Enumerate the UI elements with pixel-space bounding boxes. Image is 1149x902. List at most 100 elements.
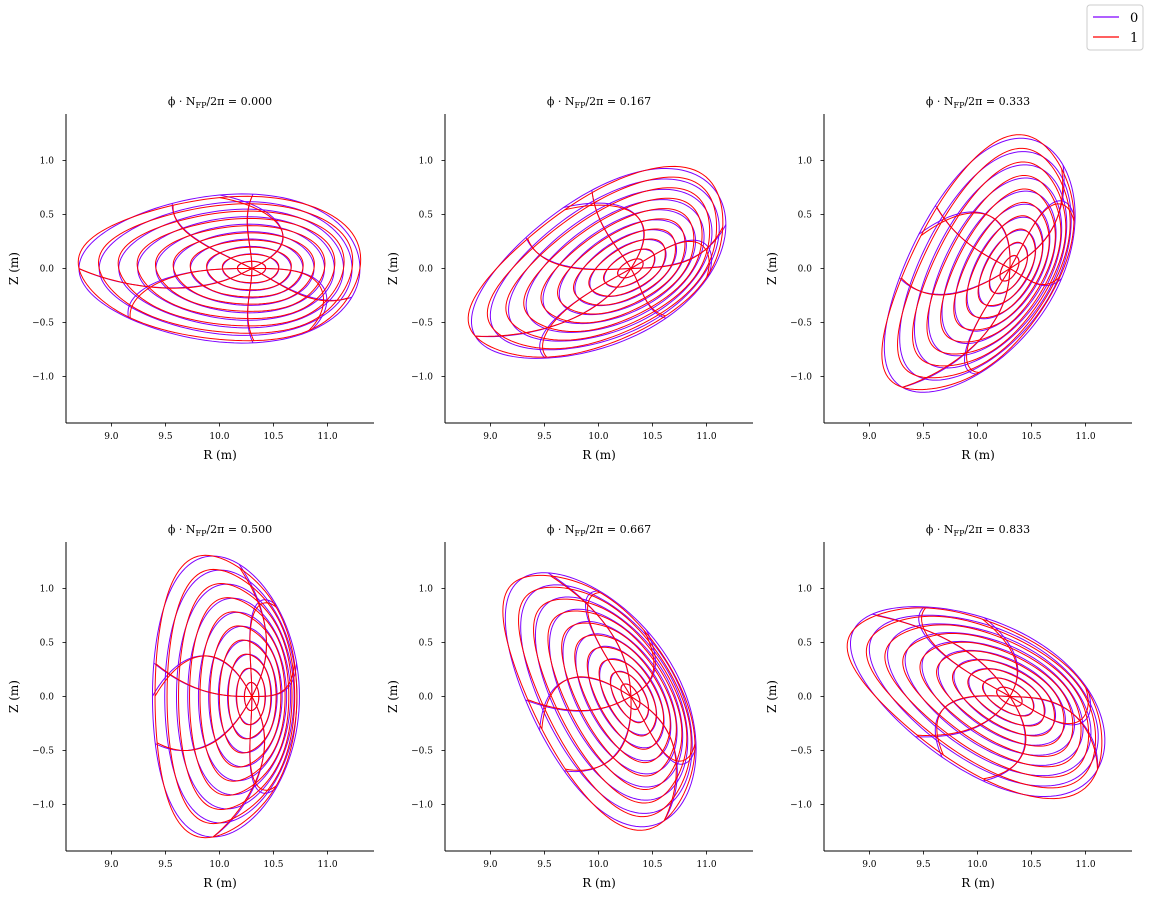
y-tick-label: 0.0 xyxy=(419,265,434,275)
y-tick-label: 1.0 xyxy=(419,156,434,166)
flux-surface xyxy=(897,147,1071,379)
x-tick-label: 9.5 xyxy=(158,432,173,442)
x-tick-label: 10.0 xyxy=(588,860,608,870)
y-tick-label: 0.0 xyxy=(40,693,55,703)
y-tick-label: 0.0 xyxy=(40,265,55,275)
x-tick-label: 10.5 xyxy=(642,860,662,870)
series-1 xyxy=(154,554,298,839)
panel-title-subscript: FP xyxy=(196,529,208,538)
panel-title-subscript: FP xyxy=(196,101,208,110)
flux-surface xyxy=(953,201,1050,331)
theta-line xyxy=(902,268,1011,388)
y-tick-label: 0.5 xyxy=(419,638,434,648)
theta-line xyxy=(249,602,277,697)
y-axis-label: Z (m) xyxy=(386,252,400,285)
x-tick-label: 10.0 xyxy=(967,432,987,442)
theta-line xyxy=(129,268,252,318)
x-tick-label: 10.0 xyxy=(209,860,229,870)
y-axis-label: Z (m) xyxy=(386,680,400,713)
flux-surface xyxy=(502,574,696,831)
x-tick-label: 10.0 xyxy=(209,432,229,442)
theta-line xyxy=(630,268,666,317)
flux-surface xyxy=(486,176,718,350)
y-tick-label: −0.5 xyxy=(32,747,54,757)
legend-label: 0 xyxy=(1130,11,1138,26)
panel-title-suffix: /2π = 0.167 xyxy=(585,95,651,108)
y-tick-label: −0.5 xyxy=(411,747,433,757)
theta-line xyxy=(541,676,632,730)
flux-surface xyxy=(912,161,1067,367)
flux-surface xyxy=(926,175,1062,355)
x-tick-label: 10.5 xyxy=(263,432,283,442)
theta-line xyxy=(983,696,1027,780)
theta-line xyxy=(527,238,631,271)
panel-title: ϕ · NFP/2π = 0.833 xyxy=(926,523,1030,538)
flux-surface xyxy=(599,658,658,736)
panel-title-subscript: FP xyxy=(954,101,966,110)
y-tick-label: 1.0 xyxy=(40,584,55,594)
series-1 xyxy=(467,165,724,358)
flux-surface xyxy=(206,246,292,291)
x-tick-label: 10.5 xyxy=(1021,860,1041,870)
theta-line xyxy=(966,268,1011,373)
panel-title-prefix: ϕ · N xyxy=(168,523,196,536)
y-tick-label: 0.0 xyxy=(798,693,813,703)
x-axis-label: R (m) xyxy=(582,448,616,462)
theta-line xyxy=(156,696,253,752)
flux-surface xyxy=(881,134,1075,391)
flux-surface xyxy=(978,229,1037,307)
legend-frame xyxy=(1086,4,1144,51)
y-tick-label: −0.5 xyxy=(32,319,54,329)
y-tick-label: −0.5 xyxy=(790,747,812,757)
x-tick-label: 11.0 xyxy=(318,432,338,442)
y-tick-label: 0.0 xyxy=(419,693,434,703)
theta-line xyxy=(982,618,1018,697)
theta-line xyxy=(917,696,1011,736)
flux-surface xyxy=(883,137,1076,393)
series-0 xyxy=(849,606,1106,798)
x-tick-label: 11.0 xyxy=(318,860,338,870)
flux-surface xyxy=(209,625,282,768)
flux-surface xyxy=(189,597,290,796)
x-tick-label: 10.5 xyxy=(263,860,283,870)
flux-surface xyxy=(988,241,1028,294)
series-1 xyxy=(77,195,362,342)
theta-line xyxy=(564,204,645,269)
plot-area xyxy=(881,134,1076,393)
flux-surface xyxy=(523,197,703,333)
panel-title-prefix: ϕ · N xyxy=(926,95,954,108)
y-tick-label: 0.5 xyxy=(40,638,55,648)
x-tick-label: 9.0 xyxy=(483,432,498,442)
y-tick-label: 0.5 xyxy=(798,210,813,220)
panel-title: ϕ · NFP/2π = 0.000 xyxy=(168,95,272,110)
theta-line xyxy=(901,268,1011,296)
theta-line xyxy=(921,607,1011,697)
theta-line xyxy=(78,268,253,289)
flux-surface xyxy=(504,572,697,828)
series-0 xyxy=(883,137,1076,393)
panel-3: 9.0 9.5 10.0 10.5 11.0 −1.0 −0.5 0.0 0.5 1.0 R (m)… xyxy=(7,523,374,890)
panel-title-suffix: /2π = 0.500 xyxy=(206,523,272,536)
flux-surface xyxy=(218,639,277,754)
y-tick-label: 1.0 xyxy=(419,584,434,594)
theta-line xyxy=(564,696,632,773)
x-tick-label: 9.5 xyxy=(916,860,931,870)
flux-surface xyxy=(965,215,1044,319)
y-axis-label: Z (m) xyxy=(7,680,21,713)
x-tick-label: 9.5 xyxy=(537,432,552,442)
series-0 xyxy=(470,167,727,359)
theta-line xyxy=(630,696,677,821)
flux-surface xyxy=(136,217,336,320)
theta-line xyxy=(251,268,325,331)
flux-surface xyxy=(77,195,362,342)
theta-line xyxy=(630,240,710,278)
flux-surface xyxy=(574,634,671,764)
flux-surface xyxy=(968,668,1046,726)
flux-surface xyxy=(588,238,666,297)
theta-line xyxy=(565,696,632,771)
theta-line xyxy=(212,696,266,838)
theta-line xyxy=(542,268,632,358)
panel-title: ϕ · NFP/2π = 0.333 xyxy=(926,95,1030,110)
panel-title-prefix: ϕ · N xyxy=(547,523,575,536)
